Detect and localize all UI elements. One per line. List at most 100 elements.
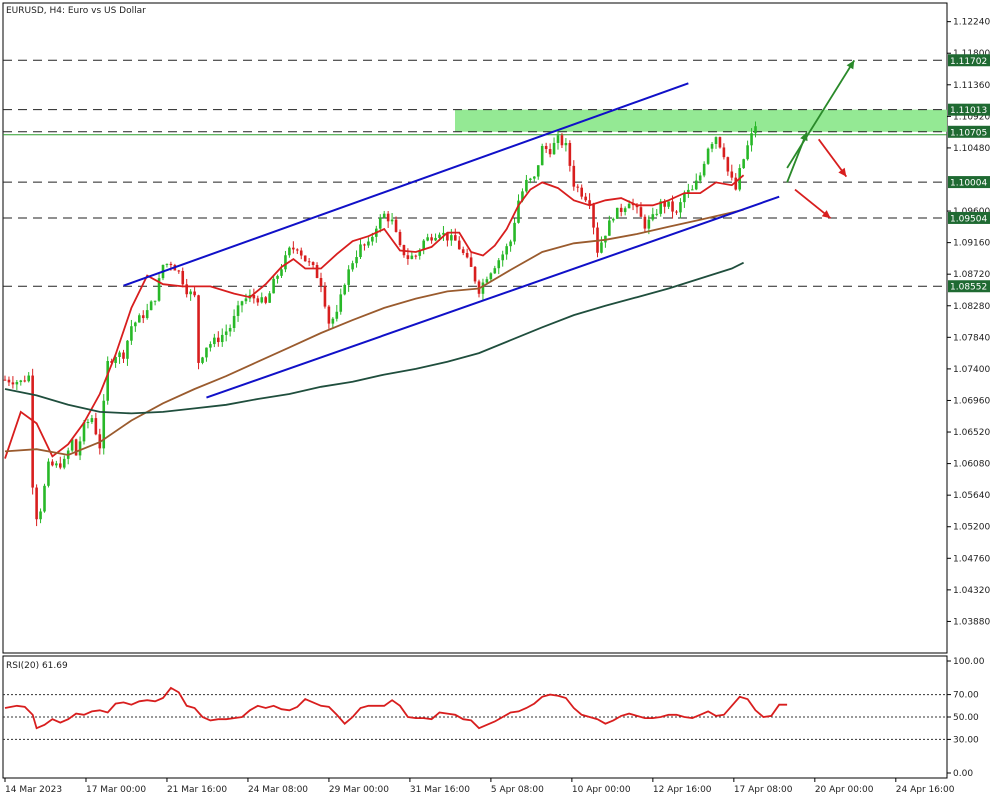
projection-arrow-head bbox=[800, 132, 808, 142]
candle-bullish bbox=[746, 145, 749, 160]
candle-bullish bbox=[501, 254, 504, 261]
rsi-tick-label: 0.00 bbox=[953, 769, 973, 779]
time-tick-label: 21 Mar 16:00 bbox=[167, 785, 227, 795]
price-tick-label: 1.07400 bbox=[953, 365, 990, 375]
candle-bullish bbox=[209, 344, 212, 348]
candle-bearish bbox=[394, 219, 398, 232]
price-tick-label: 1.06520 bbox=[953, 428, 990, 438]
candle-bullish bbox=[378, 217, 382, 229]
candle-bullish bbox=[138, 315, 141, 323]
price-tick-label: 1.10480 bbox=[953, 144, 990, 154]
candle-bearish bbox=[177, 270, 181, 272]
candle-bearish bbox=[59, 463, 62, 468]
candle-bullish bbox=[15, 382, 19, 385]
candle-bullish bbox=[224, 331, 228, 335]
rsi-tick-label: 70.00 bbox=[953, 691, 979, 701]
price-tick-label: 1.08720 bbox=[953, 270, 990, 280]
candle-bearish bbox=[675, 211, 678, 213]
candle-bearish bbox=[51, 461, 54, 466]
candle-bullish bbox=[513, 222, 516, 242]
time-tick-label: 12 Apr 16:00 bbox=[653, 785, 712, 795]
candle-bullish bbox=[651, 214, 655, 220]
rsi-tick-label: 100.00 bbox=[953, 657, 985, 667]
candle-bearish bbox=[734, 177, 738, 190]
candle-bearish bbox=[722, 147, 726, 158]
projection-arrow-line bbox=[786, 59, 856, 169]
candle-bullish bbox=[331, 318, 335, 324]
candle-bearish bbox=[446, 232, 449, 241]
candle-bearish bbox=[94, 418, 98, 435]
candle-bullish bbox=[157, 278, 161, 301]
candle-bullish bbox=[145, 310, 149, 319]
candle-bearish bbox=[181, 270, 185, 285]
projection-arrow-head bbox=[838, 167, 847, 177]
candle-bullish bbox=[706, 148, 710, 164]
price-tick-label: 1.10920 bbox=[953, 112, 990, 122]
candle-bearish bbox=[671, 201, 674, 212]
price-tick-label: 1.06960 bbox=[953, 396, 990, 406]
candle-bullish bbox=[189, 291, 192, 295]
candle-bearish bbox=[643, 216, 647, 229]
candle-bullish bbox=[232, 315, 236, 329]
candle-bullish bbox=[213, 337, 216, 345]
candle-bullish bbox=[106, 361, 109, 401]
time-tick-label: 17 Apr 08:00 bbox=[734, 785, 793, 795]
price-tick-label: 1.05640 bbox=[953, 491, 990, 501]
candle-bullish bbox=[335, 311, 339, 319]
candle-bullish bbox=[343, 284, 346, 295]
projection-arrow-head bbox=[821, 210, 831, 219]
level-price-label: 1.08552 bbox=[950, 283, 987, 293]
candle-bullish bbox=[509, 241, 512, 247]
candle-bullish bbox=[655, 213, 659, 215]
time-tick-label: 14 Mar 2023 bbox=[5, 785, 62, 795]
channel-trendline bbox=[123, 82, 689, 287]
candle-bullish bbox=[564, 142, 568, 146]
rsi-tick-label: 50.00 bbox=[953, 713, 979, 723]
candle-bullish bbox=[90, 418, 94, 423]
candle-bearish bbox=[327, 306, 331, 324]
candle-bullish bbox=[710, 143, 714, 149]
candle-bearish bbox=[197, 295, 200, 363]
price-tick-label: 1.11800 bbox=[953, 49, 990, 59]
candle-bullish bbox=[505, 246, 508, 255]
candle-bearish bbox=[619, 207, 623, 212]
candle-bullish bbox=[205, 347, 208, 358]
candle-bearish bbox=[572, 165, 576, 187]
level-price-label: 1.10705 bbox=[950, 128, 987, 138]
candle-bearish bbox=[185, 284, 188, 295]
candle-bearish bbox=[457, 240, 461, 250]
candle-bearish bbox=[560, 135, 564, 146]
candle-bullish bbox=[276, 275, 279, 279]
candle-bullish bbox=[118, 352, 121, 357]
price-tick-label: 1.04760 bbox=[953, 554, 990, 564]
candle-bullish bbox=[367, 241, 370, 246]
candle-bearish bbox=[639, 207, 643, 217]
candle-bullish bbox=[390, 219, 394, 222]
candle-bearish bbox=[548, 149, 552, 155]
candle-bearish bbox=[576, 186, 580, 188]
candle-bullish bbox=[647, 219, 651, 229]
candle-bearish bbox=[11, 382, 15, 385]
candle-bearish bbox=[256, 298, 260, 303]
candle-bullish bbox=[600, 242, 603, 253]
candle-bearish bbox=[319, 278, 323, 287]
candle-bearish bbox=[454, 235, 457, 241]
candle-bullish bbox=[102, 400, 106, 449]
candle-bearish bbox=[398, 231, 402, 246]
candle-bearish bbox=[461, 249, 465, 253]
candle-bullish bbox=[612, 218, 615, 221]
candle-bearish bbox=[568, 142, 572, 166]
price-tick-label: 1.07840 bbox=[953, 333, 990, 343]
candle-bearish bbox=[296, 249, 299, 251]
candle-bullish bbox=[556, 135, 560, 143]
rsi-label: RSI(20) 61.69 bbox=[6, 661, 68, 671]
candle-bullish bbox=[43, 485, 46, 512]
time-tick-label: 17 Mar 00:00 bbox=[86, 785, 146, 795]
candle-bullish bbox=[382, 213, 386, 218]
candle-bullish bbox=[126, 340, 129, 359]
time-tick-label: 5 Apr 08:00 bbox=[491, 785, 544, 795]
candle-bearish bbox=[406, 255, 410, 260]
resistance-zone bbox=[455, 109, 947, 132]
level-price-label: 1.09504 bbox=[950, 214, 987, 224]
time-tick-label: 20 Apr 00:00 bbox=[815, 785, 874, 795]
